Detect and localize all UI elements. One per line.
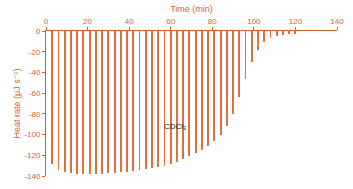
svg-text:120: 120 — [289, 17, 303, 26]
svg-text:0: 0 — [36, 27, 41, 36]
svg-text:100: 100 — [247, 17, 261, 26]
svg-text:20: 20 — [83, 17, 92, 26]
svg-text:80: 80 — [208, 17, 217, 26]
svg-text:Heat rate (μJ s⁻¹): Heat rate (μJ s⁻¹) — [12, 69, 22, 139]
svg-text:-100: -100 — [24, 130, 41, 139]
svg-text:40: 40 — [125, 17, 134, 26]
svg-text:-60: -60 — [29, 89, 41, 98]
svg-text:-80: -80 — [29, 110, 41, 119]
svg-text:-140: -140 — [24, 172, 41, 181]
svg-text:CDCl₃: CDCl₃ — [164, 122, 186, 131]
svg-text:-120: -120 — [24, 151, 41, 160]
svg-text:140: 140 — [330, 17, 344, 26]
svg-text:Time (min): Time (min) — [170, 4, 213, 14]
svg-text:60: 60 — [166, 17, 175, 26]
svg-text:0: 0 — [44, 17, 49, 26]
svg-text:-20: -20 — [29, 48, 41, 57]
svg-text:-40: -40 — [29, 68, 41, 77]
